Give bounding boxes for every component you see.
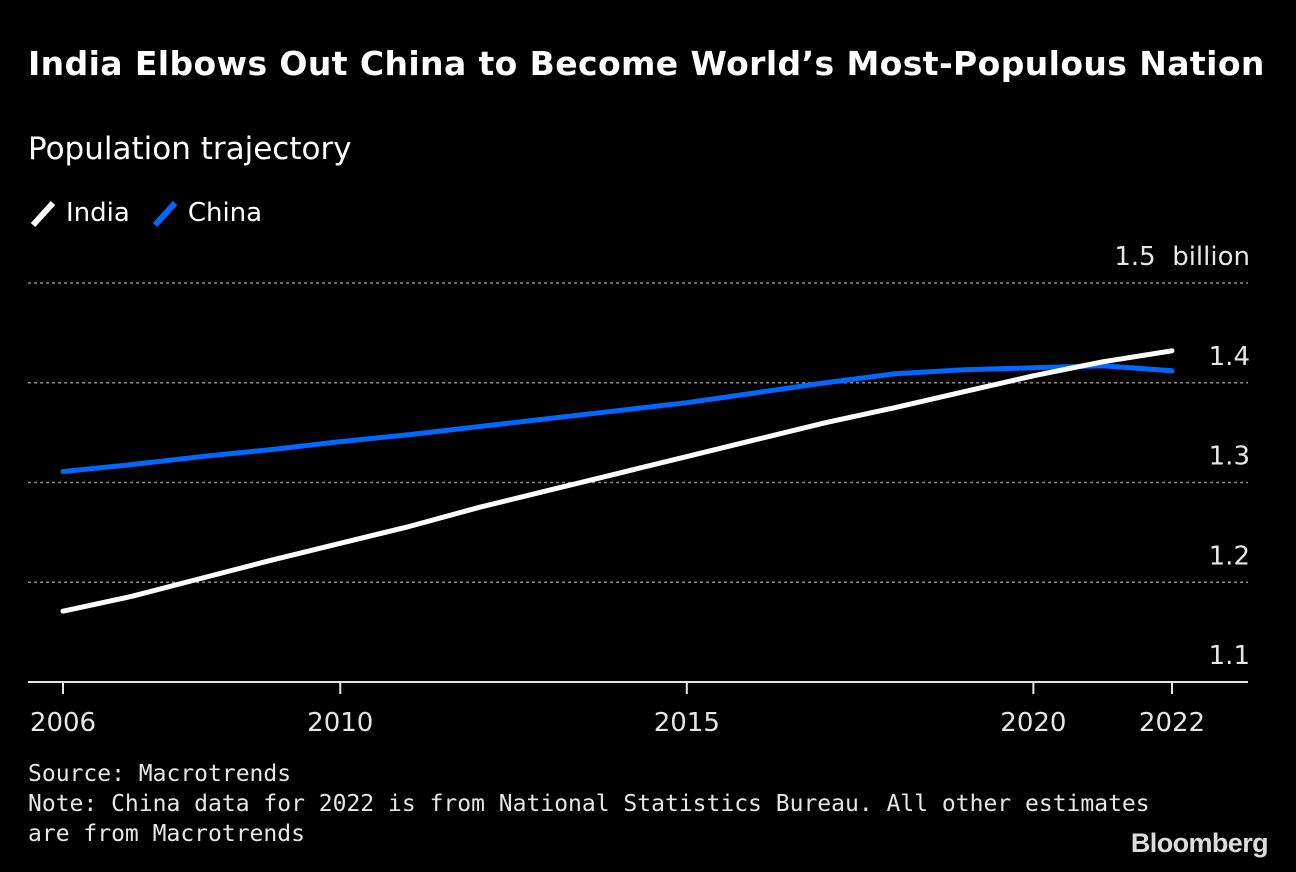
x-tick-label-3: 2020 bbox=[1000, 708, 1066, 738]
y-tick-label-3: 1.2 bbox=[1209, 541, 1250, 571]
x-tick-label-0: 2006 bbox=[30, 708, 96, 738]
china-swatch-icon bbox=[152, 200, 178, 228]
data-note-line-2: are from Macrotrends bbox=[28, 821, 305, 847]
y-tick-label-4: 1.1 bbox=[1209, 641, 1250, 671]
population-line-chart: 1.5 billion 1.4 1.3 1.2 1.1 2006 2010 2015 2020 2… bbox=[28, 242, 1250, 738]
source-note: Source: Macrotrends bbox=[28, 761, 292, 787]
series-line-china bbox=[60, 363, 1175, 475]
x-tick-label-1: 2010 bbox=[307, 708, 373, 738]
y-tick-label-1: 1.4 bbox=[1209, 342, 1250, 372]
series-line-india bbox=[60, 348, 1175, 614]
y-tick-label-2: 1.3 bbox=[1209, 442, 1250, 472]
data-note-line-1: Note: China data for 2022 is from Nation… bbox=[28, 791, 1150, 817]
legend-label-china: China bbox=[187, 198, 263, 228]
x-tick-label-2: 2015 bbox=[654, 708, 720, 738]
footer: Source: Macrotrends Note: China data for… bbox=[28, 759, 1150, 849]
bloomberg-logo: Bloomberg bbox=[1130, 828, 1269, 858]
chart-title: India Elbows Out China to Become World’s… bbox=[28, 44, 1265, 83]
legend-label-india: India bbox=[66, 198, 130, 228]
legend-item-india: India bbox=[28, 196, 130, 230]
legend: India China bbox=[28, 193, 282, 233]
x-tick-label-4: 2022 bbox=[1139, 708, 1205, 738]
chart-subtitle: Population trajectory bbox=[28, 131, 352, 167]
india-swatch-icon bbox=[30, 200, 56, 228]
y-tick-label-0: 1.5 billion bbox=[1114, 242, 1250, 272]
legend-item-china: China bbox=[150, 196, 262, 230]
